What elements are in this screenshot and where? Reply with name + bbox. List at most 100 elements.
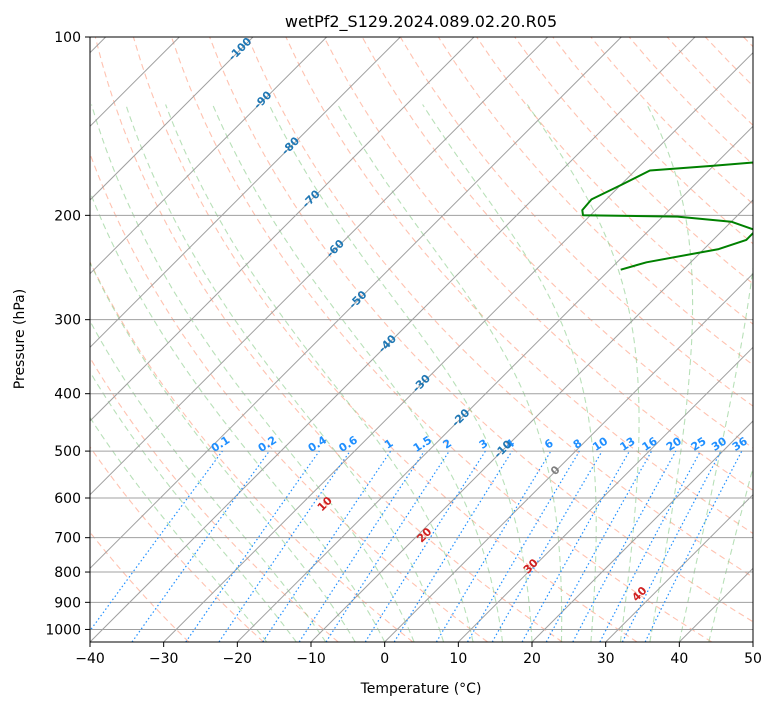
x-tick-label: −40 — [75, 651, 105, 667]
y-tick-label: 200 — [54, 208, 81, 224]
mixing-ratio-line — [218, 450, 351, 642]
moist-adiabat-line — [646, 104, 694, 642]
dry-adiabat-line — [666, 37, 753, 126]
mixing-ratio-line — [393, 450, 513, 642]
dry-adiabat-line — [90, 445, 264, 642]
y-tick-label: 1000 — [45, 622, 81, 638]
y-tick-label: 500 — [54, 444, 81, 460]
dry-adiabat-line — [90, 152, 488, 642]
isotherm-line — [605, 493, 753, 642]
isotherm-line — [90, 37, 549, 496]
mixing-ratio-line — [90, 450, 223, 632]
y-axis-ticks: 100 200 300 400 500 600 700 800 900 1000 — [45, 30, 90, 638]
dry-adiabat-line — [90, 260, 414, 642]
isotherm-line — [236, 125, 753, 642]
mixing-ratio-line — [521, 450, 631, 642]
isotherm-line — [163, 51, 753, 642]
moist-adiabat-line — [337, 104, 563, 642]
dry-adiabat-line — [552, 37, 753, 245]
y-tick-label: 100 — [54, 30, 81, 46]
dry-adiabat-line — [590, 37, 753, 205]
isotherm-line — [90, 37, 254, 201]
dry-adiabat-line — [285, 37, 753, 535]
mixing-ratio-label: 0.2 — [256, 433, 279, 455]
dry-adiabat-label: 30 — [521, 556, 541, 576]
isotherm-line — [384, 272, 753, 642]
dry-adiabat-line — [90, 356, 339, 642]
dry-adiabat-line — [476, 37, 753, 325]
isotherm-line — [531, 420, 753, 642]
x-tick-label: 40 — [670, 651, 688, 667]
moist-adiabat-line — [90, 261, 356, 642]
mixing-ratio-line — [644, 450, 743, 642]
mixing-ratio-label: 0.6 — [336, 433, 360, 455]
isotherm-line — [752, 641, 753, 642]
isotherm-line — [678, 567, 753, 642]
dewpoint-profile-line — [581, 161, 753, 271]
moist-adiabat-line — [268, 104, 533, 642]
moist-adiabat-line — [90, 190, 386, 642]
dry-adiabat-line — [323, 37, 753, 492]
x-tick-label: 50 — [744, 651, 762, 667]
dry-adiabat-line — [704, 37, 753, 87]
moist-adiabat-line — [708, 465, 753, 642]
mixing-ratio-line — [262, 450, 392, 642]
temperature-profile-line — [770, 37, 775, 270]
x-tick-label: 0 — [380, 651, 389, 667]
y-tick-label: 300 — [54, 313, 81, 329]
moist-adiabat-line — [90, 104, 415, 642]
mixing-ratio-line — [572, 450, 677, 642]
dry-adiabat-line — [90, 531, 190, 642]
mixing-ratio-line — [131, 450, 270, 642]
mixing-ratio-line — [185, 450, 320, 642]
moist-adiabat-line — [165, 104, 474, 642]
dry-adiabat-line — [132, 37, 638, 642]
moist-adiabat-line — [526, 104, 640, 642]
mixing-ratio-label: 6 — [542, 436, 556, 451]
dry-adiabat-line — [247, 37, 753, 578]
dry-adiabat-line — [743, 37, 753, 48]
background-lines: 0.1 0.2 0.4 0.6 1 1.5 2 3 4 6 8 10 13 16 20 25 30 3610203… — [90, 37, 753, 642]
series-layer — [581, 37, 775, 271]
mixing-ratio-line — [599, 450, 702, 642]
x-tick-label: −20 — [223, 651, 253, 667]
mixing-ratio-label: 0.4 — [306, 433, 330, 455]
x-axis-ticks: −40 −30 −20 −10 0 10 20 30 40 50 — [75, 642, 762, 667]
moist-adiabat-line — [90, 416, 268, 642]
mixing-ratio-label: 0.1 — [209, 433, 232, 455]
moist-adiabat-line — [678, 264, 753, 642]
mixing-ratio-line — [298, 450, 425, 642]
x-tick-label: 30 — [597, 651, 615, 667]
y-tick-label: 700 — [54, 531, 81, 547]
mixing-ratio-line — [466, 450, 580, 642]
mixing-ratio-line — [364, 450, 486, 642]
x-tick-label: 20 — [523, 651, 541, 667]
x-axis-label: Temperature (°C) — [360, 681, 482, 697]
moist-adiabat-line — [90, 320, 327, 642]
chart-title: wetPf2_S129.2024.089.02.20.R05 — [285, 12, 557, 32]
dry-adiabat-line — [170, 37, 712, 642]
dry-adiabat-line — [514, 37, 753, 285]
isotherm-line — [90, 37, 328, 275]
mixing-ratio-line — [545, 450, 653, 642]
mixing-ratio-label: 1.5 — [411, 433, 434, 455]
y-axis-label: Pressure (hPa) — [12, 289, 28, 389]
moist-adiabat-line — [125, 104, 445, 642]
x-tick-label: 10 — [449, 651, 467, 667]
dry-adiabat-line — [209, 37, 753, 623]
y-tick-label: 800 — [54, 565, 81, 581]
isotherm-line — [90, 37, 475, 422]
mixing-ratio-line — [325, 450, 450, 642]
dry-adiabat-line — [437, 37, 753, 366]
moist-adiabat-line — [212, 104, 504, 642]
isotherm-line — [90, 37, 401, 349]
moist-adiabat-line — [90, 370, 297, 642]
mixing-ratio-label: 2 — [441, 437, 455, 452]
y-tick-label: 400 — [54, 387, 81, 403]
dry-adiabat-line — [94, 37, 563, 642]
isotherm-line — [310, 199, 753, 642]
x-tick-label: −10 — [296, 651, 326, 667]
y-tick-label: 600 — [54, 491, 81, 507]
y-tick-label: 900 — [54, 595, 81, 611]
